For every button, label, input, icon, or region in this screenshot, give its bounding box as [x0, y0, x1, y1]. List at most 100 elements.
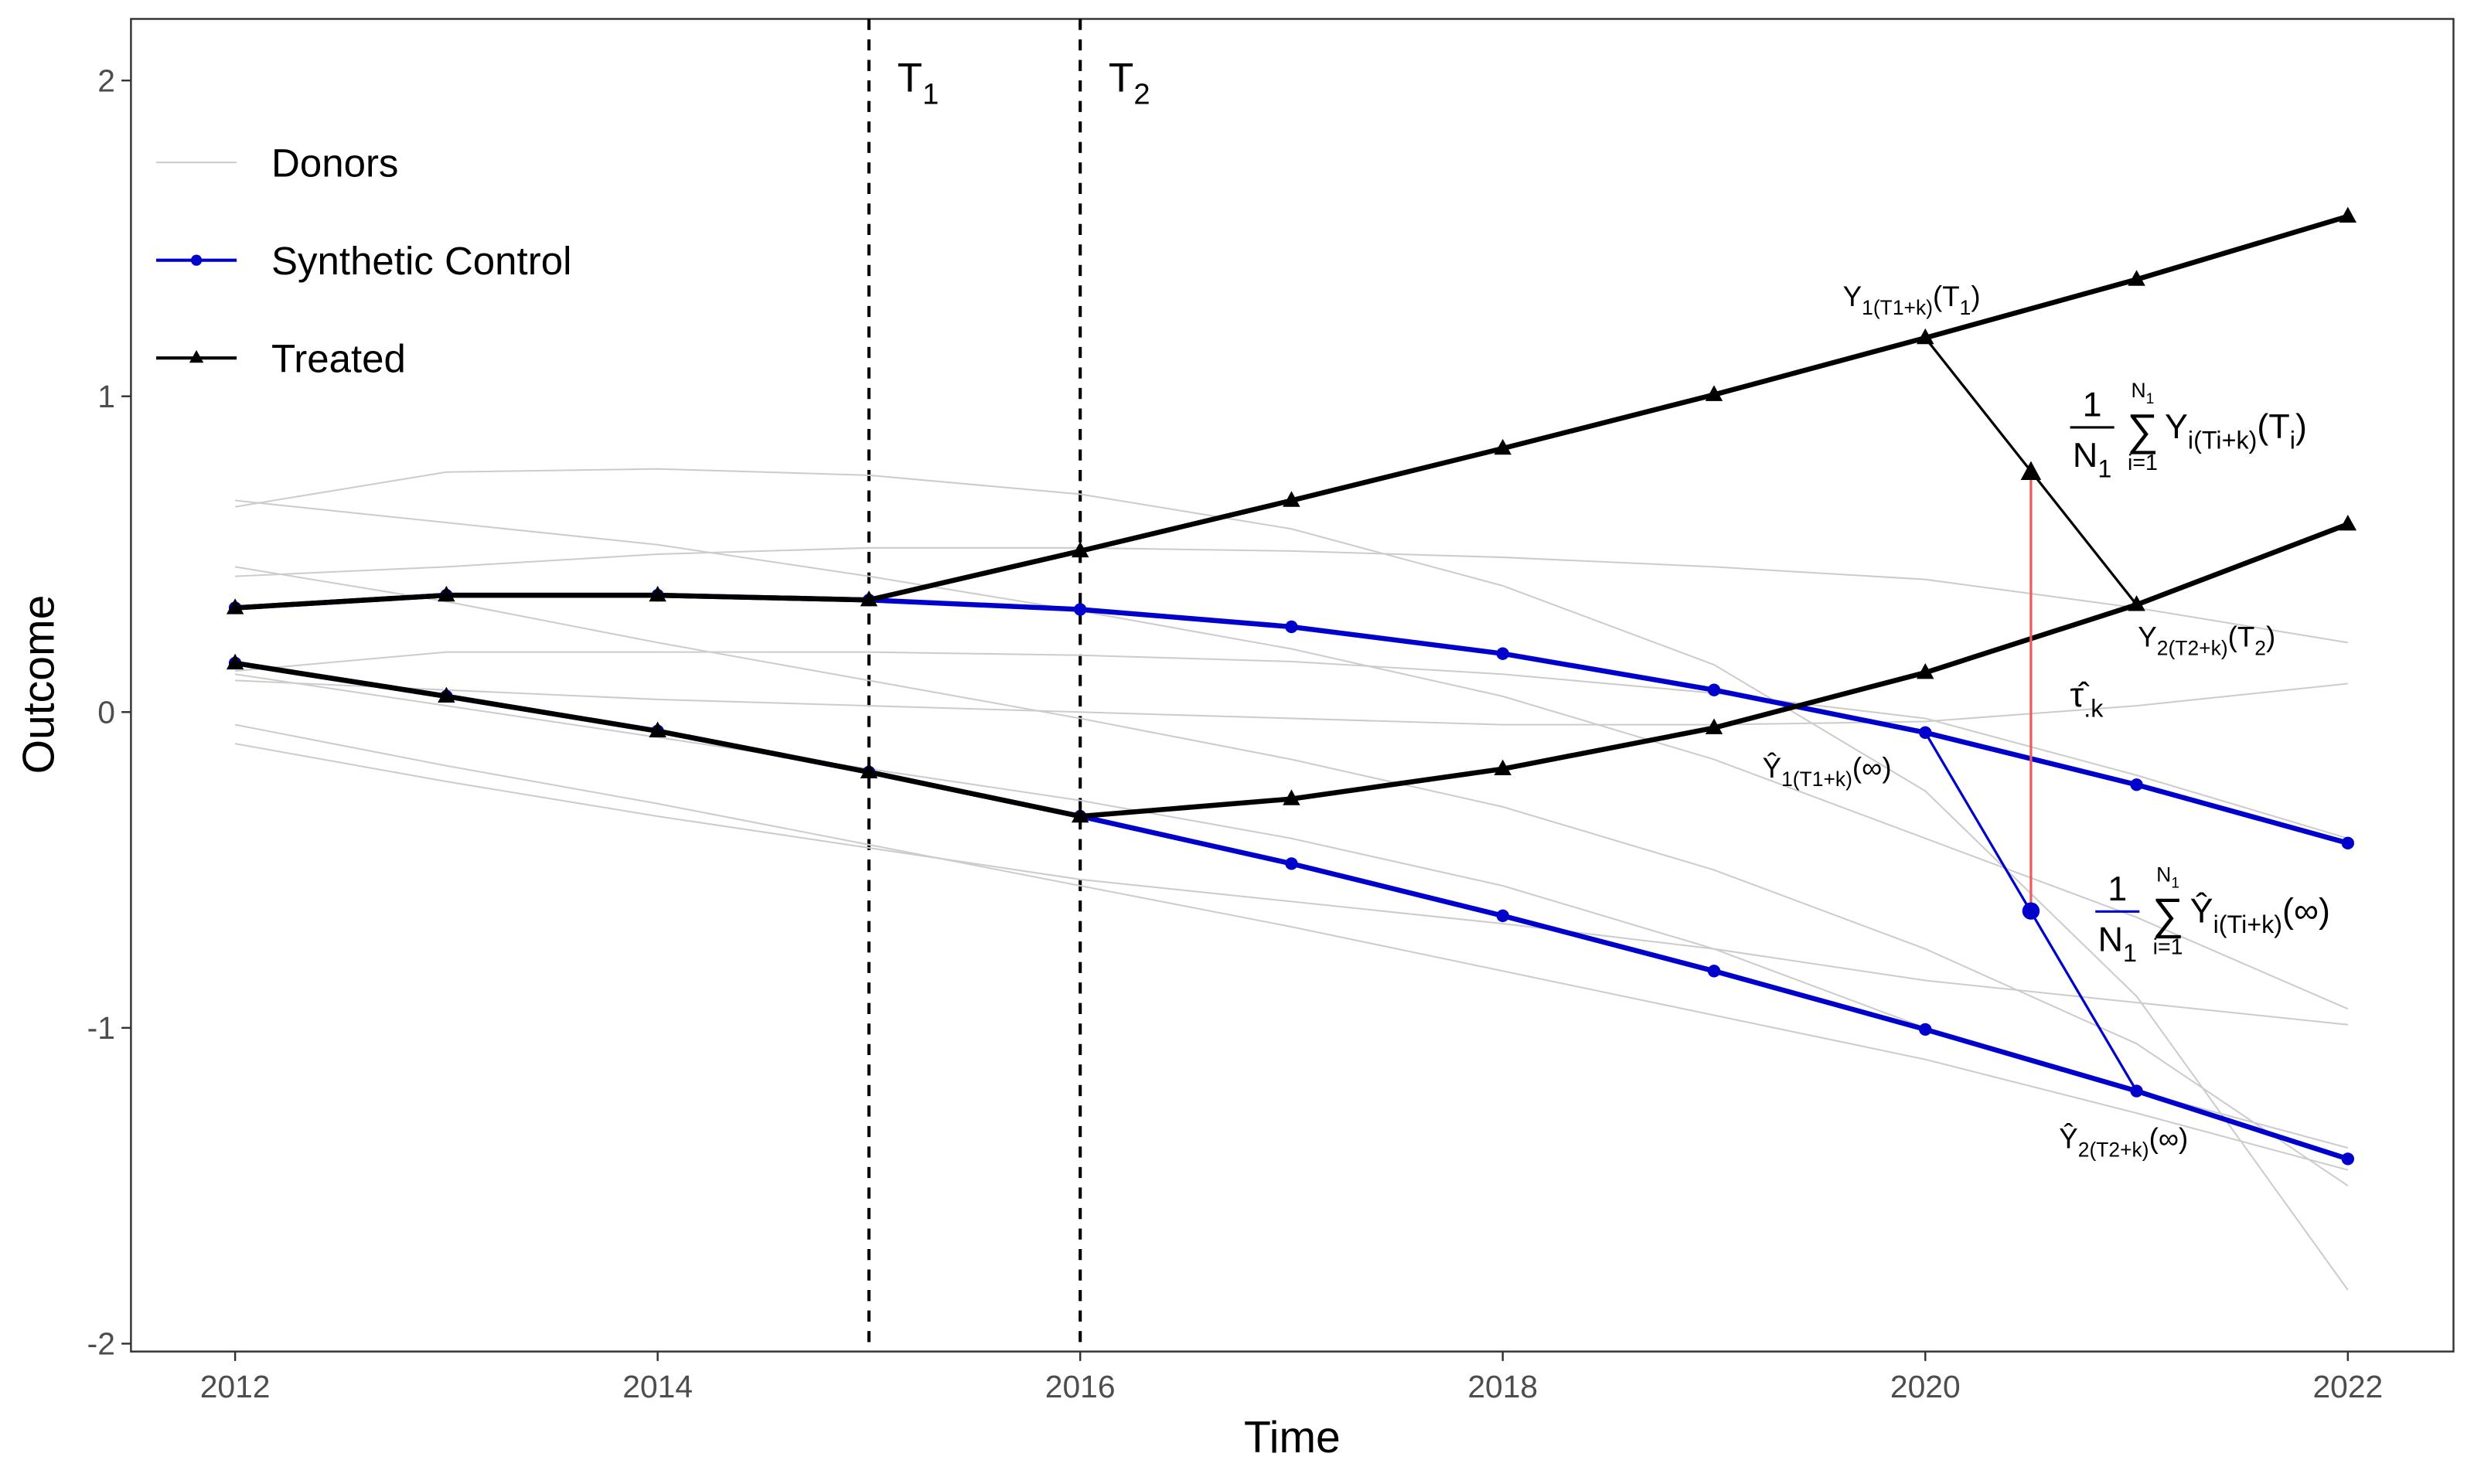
formula-upper: N1 — [2132, 379, 2155, 407]
formula-body-part: i — [2290, 427, 2295, 454]
x-tick-label: 2016 — [1045, 1369, 1116, 1404]
point — [1074, 603, 1087, 616]
vline-label-part: T — [1109, 55, 1133, 100]
formula-body-part: ) — [2295, 407, 2307, 446]
x-tick-label: 2018 — [1467, 1369, 1538, 1404]
formula-denominator: N1 — [2098, 919, 2137, 966]
point — [1707, 683, 1721, 696]
donor-line — [235, 546, 2349, 644]
x-tick-label: 2012 — [200, 1369, 271, 1404]
annotation-part: Ŷ — [2059, 1122, 2078, 1154]
formula-upper-part: N — [2156, 863, 2171, 887]
plot-frame — [130, 18, 2455, 1353]
donor-line — [235, 651, 2349, 839]
donor-line — [234, 723, 2349, 1171]
formula-sum: ∑ — [2152, 890, 2184, 939]
point — [1283, 491, 1300, 507]
annotation-part: 2(T2+k) — [2157, 637, 2228, 660]
formula-denominator: N1 — [2073, 435, 2111, 482]
formula-denominator-part: N — [2098, 919, 2123, 958]
point — [1283, 789, 1300, 805]
x-axis-title: Time — [1244, 1413, 1341, 1462]
formula-body-part: (T — [2257, 407, 2289, 446]
legend-label: Treated — [271, 337, 406, 381]
point — [2128, 270, 2145, 286]
vline-label-part: 2 — [1133, 77, 1150, 111]
point — [860, 590, 878, 607]
donor-line — [235, 679, 2348, 726]
legend-marker — [189, 349, 204, 363]
formula-sum: ∑ — [2127, 405, 2159, 454]
annotation: τ̂.k — [2070, 675, 2104, 722]
annotation-part: Y — [2138, 621, 2157, 653]
formula-numerator: 1 — [2083, 385, 2102, 424]
formula-denominator-part: 1 — [2123, 939, 2137, 967]
point — [1919, 1023, 1932, 1036]
formula-body-part: Y — [2165, 407, 2188, 446]
x-tick-label: 2022 — [2312, 1369, 2383, 1404]
formula-upper-part: N — [2132, 379, 2146, 402]
point — [2341, 1152, 2354, 1166]
formula-numerator: 1 — [2108, 869, 2127, 908]
point — [860, 762, 878, 779]
point — [2339, 206, 2357, 223]
x-tick-label: 2020 — [1890, 1369, 1961, 1404]
annotation-part: (∞) — [1852, 752, 1892, 784]
annotation-part: (T — [2228, 621, 2255, 653]
vline-label: T1 — [898, 55, 939, 111]
vline-label-part: 1 — [922, 77, 939, 111]
y-tick-label: -1 — [87, 1010, 115, 1046]
point — [1496, 647, 1509, 660]
formula-upper-part: 1 — [2171, 876, 2179, 892]
annotation-part: 2 — [2254, 637, 2266, 660]
point — [649, 585, 666, 602]
point — [649, 721, 666, 737]
formula-body-part: i(Ti+k) — [2213, 910, 2282, 938]
point — [1496, 909, 1509, 922]
point — [1705, 718, 1723, 734]
point — [1285, 620, 1298, 634]
formula-upper: N1 — [2156, 863, 2179, 892]
legend-label: Synthetic Control — [271, 239, 571, 283]
vline-label-part: T — [898, 55, 922, 100]
y-tick-label: -2 — [87, 1326, 115, 1362]
point — [2339, 514, 2357, 531]
formula-lower: i=1 — [2153, 934, 2183, 959]
y-tick-label: 2 — [97, 63, 115, 98]
formula-denominator-part: N — [2073, 435, 2097, 475]
point — [438, 585, 455, 602]
annotation: Ŷ1(T1+k)(∞) — [1763, 752, 1892, 791]
point — [226, 598, 244, 614]
formula-body: Yi(Ti+k)(Ti) — [2165, 407, 2307, 454]
donor-line — [234, 468, 2349, 1291]
average-synthetic — [2022, 902, 2040, 920]
donor-line — [235, 499, 2349, 1010]
donor-line — [234, 743, 2348, 1026]
point — [1494, 759, 1511, 775]
y-axis-title: Outcome — [14, 595, 63, 774]
y-tick-label: 0 — [97, 695, 115, 730]
annotation-part: ) — [1971, 281, 1980, 312]
annotation-part: 1(T1+k) — [1781, 768, 1852, 791]
point — [438, 686, 455, 703]
formula-body-part: i(Ti+k) — [2188, 427, 2257, 454]
annotation-part: ) — [2266, 621, 2275, 653]
formula-body: Ŷi(Ti+k)(∞) — [2190, 891, 2330, 938]
annotation-part: (T — [1933, 281, 1960, 312]
x-tick-label: 2014 — [622, 1369, 693, 1404]
donor-line — [234, 566, 2349, 1186]
annotation: Ŷ2(T2+k)(∞) — [2059, 1122, 2188, 1161]
point — [1705, 385, 1723, 401]
average-treated — [2020, 461, 2042, 480]
point — [1071, 806, 1089, 823]
annotation-part: Ŷ — [1763, 752, 1782, 784]
point — [1285, 857, 1298, 870]
formula-upper-part: 1 — [2146, 391, 2155, 407]
point — [1494, 438, 1511, 455]
annotation-part: Y — [1843, 281, 1862, 312]
point — [2130, 778, 2143, 791]
formula-body-part: Ŷ — [2190, 891, 2213, 931]
